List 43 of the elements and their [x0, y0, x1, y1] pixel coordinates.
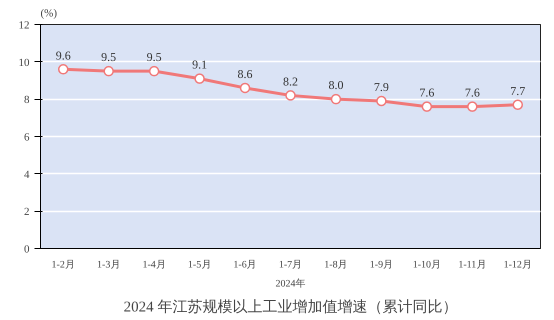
point — [422, 101, 432, 112]
data-label: 9.5 — [146, 50, 162, 64]
data-label: 9.5 — [101, 50, 116, 64]
y-tick-label: 10 — [18, 56, 30, 69]
point — [103, 66, 114, 76]
point — [512, 100, 524, 110]
x-axis-title: 2024年 — [276, 278, 306, 290]
x-tick-label: 1-7月 — [278, 260, 302, 270]
y-tick-label: 0 — [24, 244, 30, 256]
point — [285, 90, 296, 101]
point — [330, 94, 342, 104]
data-label: 8.0 — [328, 78, 344, 92]
data-label: 7.9 — [374, 80, 389, 94]
y-tick-label: 12 — [18, 20, 30, 32]
x-tick-label: 1-2月 — [52, 260, 75, 270]
data-label: 9.1 — [192, 58, 208, 72]
y-tick-label: 6 — [24, 132, 30, 144]
point — [148, 66, 160, 76]
y-tick-label: 8 — [24, 94, 30, 106]
point — [194, 73, 205, 84]
x-tick-label: 1-3月 — [97, 260, 120, 270]
x-tick-label: 1-6月 — [233, 260, 257, 270]
x-tick-label: 1-5月 — [188, 260, 212, 270]
x-tick-label: 1-10月 — [412, 260, 442, 270]
point — [240, 82, 250, 94]
y-tick-label: 2 — [24, 206, 30, 218]
data-label: 7.6 — [464, 86, 480, 100]
x-tick-label: 1-8月 — [324, 260, 348, 270]
x-tick-label: 1-4月 — [142, 260, 166, 270]
data-label: 7.7 — [510, 84, 526, 98]
x-tick-label: 1-11月 — [458, 260, 486, 270]
y-axis-title: (%) — [40, 8, 58, 20]
y-tick-label: 4 — [24, 168, 30, 181]
data-label: 8.2 — [283, 74, 298, 88]
x-tick-label: 1-12月 — [504, 260, 532, 270]
point — [467, 101, 478, 112]
data-label: 7.6 — [419, 86, 434, 100]
data-label: 9.6 — [56, 48, 71, 62]
x-tick-label: 1-9月 — [370, 260, 394, 270]
data-label: 8.6 — [238, 66, 253, 81]
text: 2024 年江苏规模以上工业增加值增速（累计同比） — [124, 298, 458, 316]
point — [58, 64, 68, 75]
point — [376, 96, 387, 106]
